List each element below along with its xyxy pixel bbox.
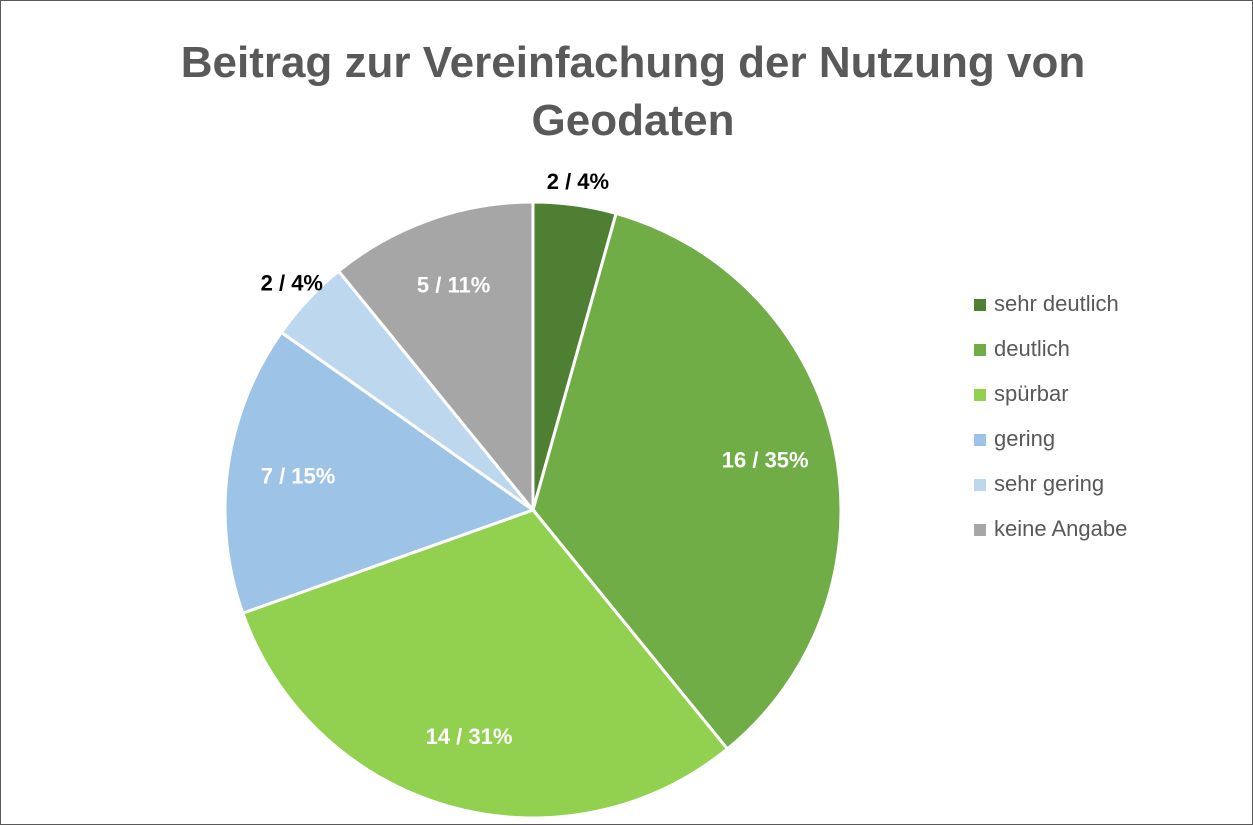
data-label: 5 / 11% [417, 272, 490, 297]
pie-slice [336, 200, 535, 515]
data-label: 2 / 4% [547, 169, 609, 194]
legend-swatch [974, 299, 986, 311]
legend-swatch [974, 389, 986, 401]
legend-swatch [974, 479, 986, 491]
data-label: 7 / 15% [261, 464, 336, 489]
pie-slice [240, 508, 730, 820]
legend-label: sehr gering [994, 471, 1104, 496]
data-label: 14 / 31% [426, 724, 513, 749]
legend-label: deutlich [994, 336, 1070, 361]
pie-slice [531, 211, 843, 752]
legend-swatch [974, 434, 986, 446]
data-label: 16 / 35% [722, 448, 809, 473]
legend-label: spürbar [994, 381, 1069, 406]
legend-label: sehr deutlich [994, 291, 1119, 316]
legend-swatch [974, 344, 986, 356]
legend-label: gering [994, 426, 1055, 451]
data-label: 2 / 4% [261, 271, 323, 296]
legend-swatch [974, 524, 986, 536]
legend-label: keine Angabe [994, 516, 1127, 541]
chart-title: Beitrag zur Vereinfachung der Nutzung vo… [180, 38, 1086, 145]
pie-slice [223, 330, 537, 616]
